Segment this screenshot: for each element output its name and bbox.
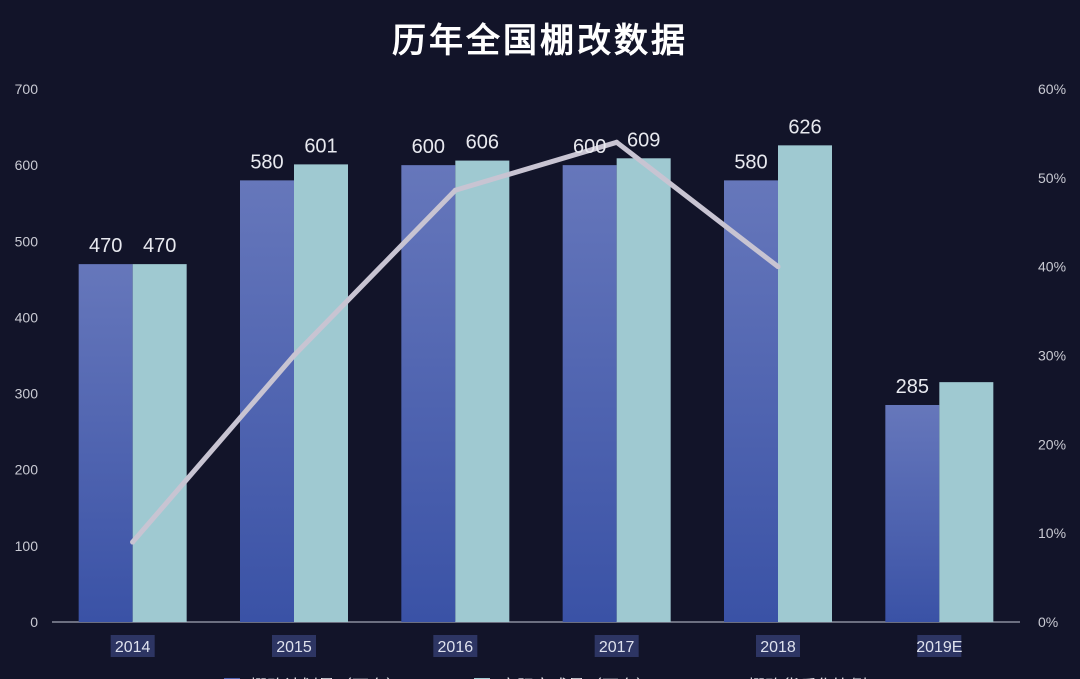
- x-tick-label: 2019E: [916, 639, 962, 656]
- bar-plan: [562, 165, 617, 622]
- y2-tick-label: 40%: [1038, 259, 1066, 275]
- data-label-plan: 600: [412, 136, 445, 158]
- data-label-actual: 601: [304, 135, 337, 157]
- y-tick-label: 500: [15, 233, 39, 249]
- bar-plan: [724, 180, 778, 622]
- bar-actual: [939, 382, 994, 622]
- data-label-actual: 626: [788, 116, 821, 138]
- y-tick-label: 600: [15, 157, 39, 173]
- y-tick-label: 700: [15, 81, 39, 97]
- ratio-line-point: [452, 187, 458, 193]
- chart-title: 历年全国棚改数据: [392, 21, 688, 61]
- data-label-actual: 606: [466, 132, 499, 154]
- data-labels: 470 470 580 601 600 606 600 609 580 626 285: [89, 116, 929, 398]
- y-tick-label: 300: [15, 386, 39, 402]
- legend-label: 实际完成量（万套）: [500, 677, 653, 679]
- axes: 0 100 200 300 400 500 600 700 0% 10% 20% 30% 40% 50% 6…: [15, 81, 1066, 657]
- bar-plan: [240, 180, 294, 622]
- x-tick-label: 2016: [438, 639, 474, 656]
- bar-actual: [616, 158, 671, 623]
- ratio-line-point: [130, 539, 136, 545]
- bar-actual: [778, 145, 832, 623]
- data-label-plan: 285: [896, 376, 929, 398]
- y2-tick-label: 30%: [1038, 348, 1066, 364]
- x-tick-label-bg: [110, 635, 155, 657]
- x-tick-label: 2018: [760, 639, 796, 656]
- data-label-plan: 600: [573, 136, 606, 158]
- bar-plan: [885, 404, 940, 622]
- x-tick-label-bg: [756, 635, 800, 657]
- y-tick-label: 0: [30, 614, 38, 630]
- ratio-line-point: [775, 264, 781, 270]
- legend-label: 棚改计划量（万套）: [250, 677, 403, 679]
- ratio-line-point: [614, 139, 620, 145]
- y2-tick-label: 10%: [1038, 525, 1066, 541]
- bar-actual: [455, 160, 510, 622]
- y-tick-label: 100: [15, 538, 39, 554]
- y-tick-label: 200: [15, 462, 39, 478]
- data-label-plan: 580: [250, 151, 283, 173]
- y2-tick-label: 20%: [1038, 436, 1066, 452]
- bar-actual: [132, 264, 187, 622]
- data-label-plan: 470: [89, 235, 122, 257]
- y2-tick-label: 60%: [1038, 81, 1066, 97]
- data-label-plan: 580: [734, 151, 767, 173]
- ratio-line-point: [291, 353, 297, 358]
- x-tick-label-bg: [433, 635, 478, 657]
- y2-tick-label: 0%: [1038, 614, 1058, 630]
- data-label-actual: 609: [627, 129, 660, 151]
- x-tick-label: 2017: [599, 639, 635, 656]
- x-tick-label-bg: [594, 635, 639, 657]
- y2-tick-label: 50%: [1038, 170, 1066, 186]
- bar-plan: [78, 264, 133, 622]
- ratio-line: [130, 139, 781, 545]
- y-tick-label: 400: [15, 309, 39, 325]
- bars: [78, 145, 994, 623]
- bar-actual: [294, 164, 348, 623]
- bar-plan: [401, 165, 456, 622]
- x-tick-label: 2014: [115, 639, 151, 656]
- x-tick-label-bg: [272, 635, 316, 657]
- x-tick-label-bg: [917, 635, 962, 657]
- legend-label: 棚改货币化比例: [748, 677, 867, 679]
- data-label-actual: 470: [143, 235, 176, 257]
- x-tick-label: 2015: [276, 639, 312, 656]
